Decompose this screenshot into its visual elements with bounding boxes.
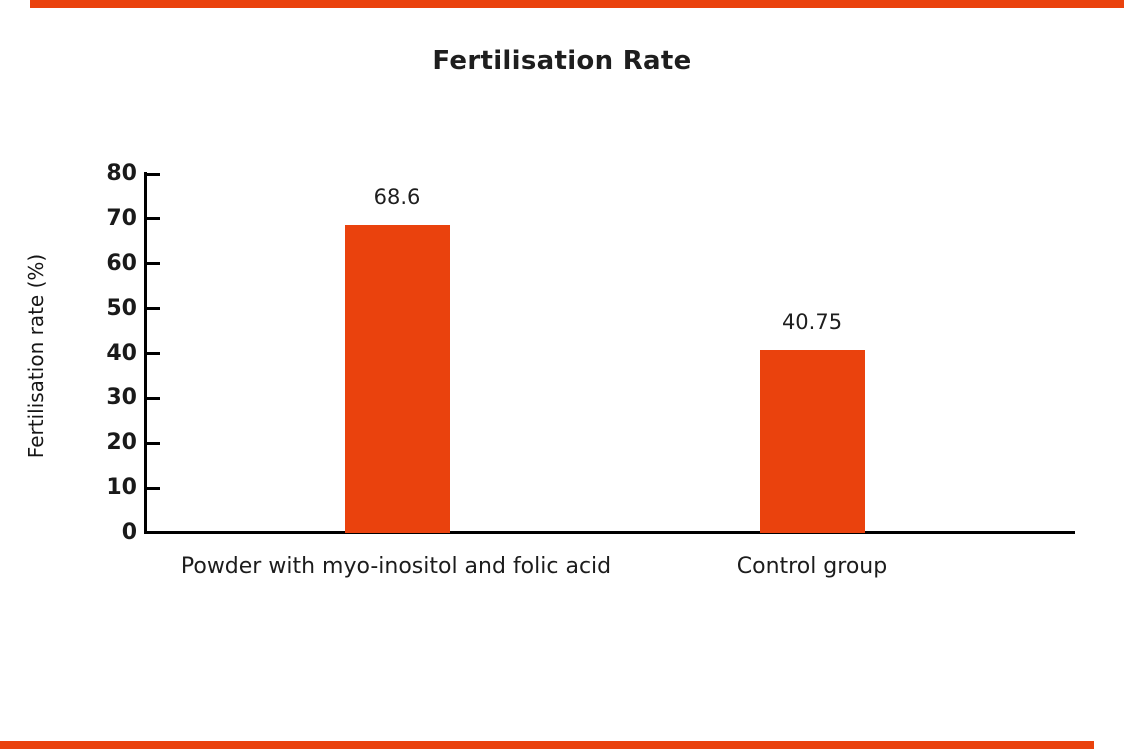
bottom-accent-strip	[0, 741, 1094, 749]
y-tick-mark	[147, 172, 160, 176]
bar-value-label: 40.75	[781, 310, 843, 335]
bar-2	[759, 350, 865, 533]
y-tick-mark	[147, 396, 160, 400]
chart-title: Fertilisation Rate	[432, 46, 692, 76]
y-tick-mark	[147, 217, 160, 221]
bar-value-label: 68.6	[373, 185, 421, 210]
x-axis-line	[144, 531, 1075, 534]
y-tick-mark	[147, 486, 160, 490]
y-tick-mark	[147, 352, 160, 355]
y-tick-mark	[147, 307, 160, 311]
y-tick-label: 10	[106, 475, 137, 501]
y-tick-label: 60	[106, 250, 137, 276]
x-category-label: Control group	[736, 554, 888, 579]
y-tick-label: 20	[106, 430, 137, 456]
y-tick-mark	[147, 262, 160, 266]
y-axis-title: Fertilisation rate (%)	[24, 253, 48, 459]
y-axis-line	[144, 172, 147, 534]
y-tick-mark	[147, 441, 160, 445]
y-tick-label: 70	[106, 205, 137, 231]
y-tick-label: 0	[121, 520, 137, 545]
y-tick-label: 80	[106, 161, 137, 186]
top-accent-strip	[30, 0, 1124, 8]
y-tick-label: 40	[106, 340, 137, 366]
bar-1	[344, 225, 450, 533]
y-tick-label: 50	[106, 295, 137, 321]
y-tick-label: 30	[106, 385, 137, 411]
x-category-label: Powder with myo-inositol and folic acid	[180, 554, 612, 579]
